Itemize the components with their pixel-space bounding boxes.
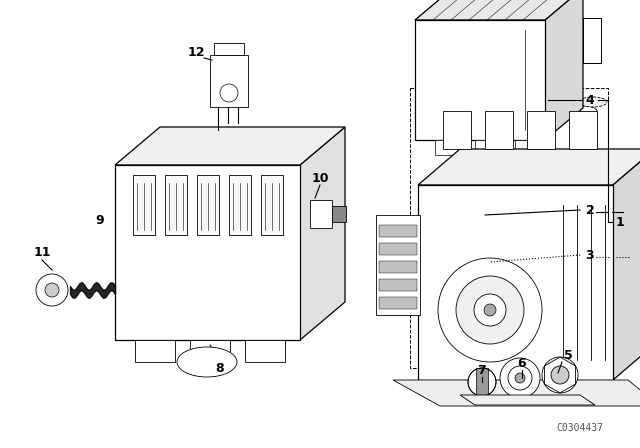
Bar [476,368,488,396]
Ellipse shape [527,106,555,116]
Circle shape [474,294,506,326]
Text: 2: 2 [586,203,595,216]
Polygon shape [488,244,506,310]
Text: 5: 5 [564,349,572,362]
Circle shape [515,373,525,383]
Circle shape [36,274,68,306]
Bar [410,88,608,368]
Polygon shape [420,258,488,310]
Text: 12: 12 [188,46,205,59]
Polygon shape [545,0,583,140]
Text: 4: 4 [586,94,595,107]
Text: 11: 11 [33,246,51,258]
Bar [210,55,248,107]
Ellipse shape [485,106,513,116]
Circle shape [500,358,540,398]
Ellipse shape [443,106,471,116]
Bar [214,43,244,55]
Bar [190,340,230,362]
Circle shape [551,366,569,384]
Text: 6: 6 [518,357,526,370]
Bar [379,243,417,255]
Polygon shape [418,185,613,380]
Polygon shape [115,165,300,340]
Bar [379,261,417,273]
Bar [379,225,417,237]
Polygon shape [115,127,345,165]
Ellipse shape [569,106,597,116]
Text: 1: 1 [616,215,625,228]
Circle shape [45,283,59,297]
Bar [165,175,187,235]
Circle shape [220,84,238,102]
Circle shape [484,304,496,316]
Ellipse shape [495,97,523,107]
Text: 8: 8 [216,362,224,375]
Bar [133,175,155,235]
Bar [245,340,285,362]
Bar [379,297,417,309]
Bar [261,175,283,235]
Polygon shape [393,380,640,406]
Text: 9: 9 [96,214,104,227]
Bar [197,175,219,235]
Bar [569,111,597,149]
Bar [432,190,484,240]
Bar [435,140,463,155]
Ellipse shape [453,97,481,107]
Polygon shape [415,20,545,140]
Text: 3: 3 [586,249,595,262]
Bar [527,111,555,149]
Bar [475,140,503,155]
Circle shape [468,368,496,396]
Bar [310,200,332,228]
Bar [515,140,543,155]
Bar [135,340,175,362]
Bar [379,279,417,291]
Bar [229,175,251,235]
Circle shape [542,357,578,393]
Ellipse shape [537,97,565,107]
Polygon shape [460,395,595,405]
Circle shape [508,366,532,390]
Bar [485,111,513,149]
Text: 10: 10 [311,172,329,185]
Text: C0304437: C0304437 [557,423,604,433]
Polygon shape [418,149,640,185]
Circle shape [456,276,524,344]
Ellipse shape [579,97,607,107]
Polygon shape [613,149,640,380]
Circle shape [438,258,542,362]
Bar [443,111,471,149]
Bar [376,215,420,315]
Ellipse shape [177,347,237,377]
Polygon shape [300,127,345,340]
Text: 7: 7 [477,363,486,376]
Polygon shape [420,244,506,258]
Bar [583,18,601,63]
Bar [332,206,346,222]
Polygon shape [415,0,583,20]
